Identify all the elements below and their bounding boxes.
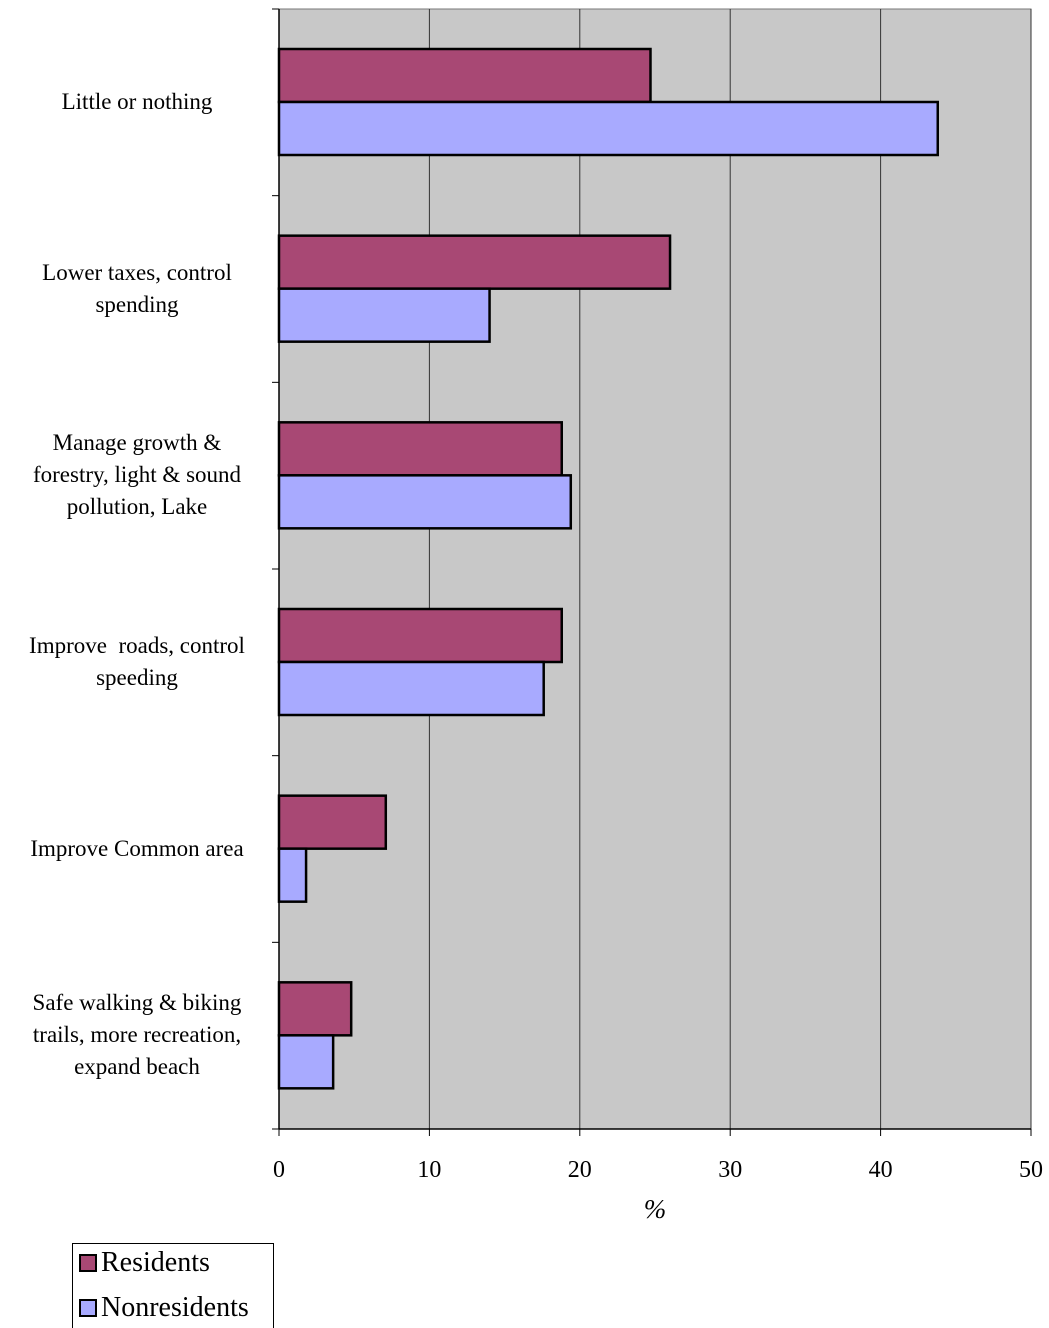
x-tick-label: 0: [273, 1157, 285, 1183]
legend-label-nonresidents: Nonresidents: [101, 1292, 249, 1323]
bar-nonresidents: [277, 847, 308, 903]
bar-residents: [277, 234, 672, 290]
bar-nonresidents: [277, 287, 491, 343]
category-label-line: expand beach: [74, 1054, 200, 1080]
category-label-line: Improve roads, control: [29, 633, 245, 658]
x-axis-title: %: [644, 1194, 667, 1224]
bar-nonresidents: [277, 100, 940, 157]
category-label: Little or nothing: [6, 86, 268, 118]
gridlines: [428, 9, 1032, 1129]
bar-residents: [277, 421, 564, 477]
bars: [277, 47, 940, 1090]
category-label: Manage growth & forestry, light & sound po…: [6, 427, 268, 523]
bar-nonresidents: [277, 660, 545, 717]
x-tick-label: 50: [1019, 1157, 1043, 1183]
category-label-line: forestry, light & sound: [32, 462, 242, 488]
category-label-line: Manage growth &: [52, 430, 222, 456]
legend-swatch-residents: [79, 1254, 97, 1272]
legend-label-residents: Residents: [101, 1247, 210, 1278]
bar-residents: [277, 607, 564, 664]
category-label-line: spending: [95, 291, 179, 317]
value-axis-ticks: 0 10 20 30 40 50: [273, 1129, 1043, 1183]
category-label-line: Improve Common area: [30, 835, 244, 861]
legend-item-residents: Residents: [79, 1247, 210, 1279]
category-axis-ticks: [272, 8, 279, 1130]
plot-area: [278, 8, 1032, 1130]
x-tick-label: 30: [718, 1157, 742, 1183]
category-label-line: speeding: [96, 665, 178, 690]
category-label-line: trails, more recreation,: [32, 1022, 242, 1048]
category-label-line: Lower taxes, control: [42, 259, 232, 285]
legend-swatch-nonresidents: [79, 1299, 97, 1317]
bar-nonresidents: [277, 474, 573, 530]
legend-item-nonresidents: Nonresidents: [79, 1292, 249, 1324]
x-tick-label: 20: [568, 1157, 592, 1183]
bar-nonresidents: [277, 1034, 335, 1090]
category-label: Lower taxes, control spending: [6, 257, 268, 321]
category-label-line: pollution, Lake: [66, 494, 208, 520]
category-label-line: Safe walking & biking: [32, 990, 242, 1016]
category-label: Safe walking & biking trails, more recrea…: [6, 987, 268, 1083]
x-tick-label: 40: [869, 1157, 893, 1183]
category-label-line: Little or nothing: [61, 89, 213, 114]
legend: Residents Nonresidents: [72, 1243, 274, 1328]
bar-residents: [277, 794, 388, 850]
bar-residents: [277, 981, 353, 1037]
bar-residents: [277, 47, 652, 104]
category-label: Improve Common area: [6, 833, 268, 865]
x-tick-label: 10: [417, 1157, 441, 1183]
category-label: Improve roads, control speeding: [6, 630, 268, 694]
